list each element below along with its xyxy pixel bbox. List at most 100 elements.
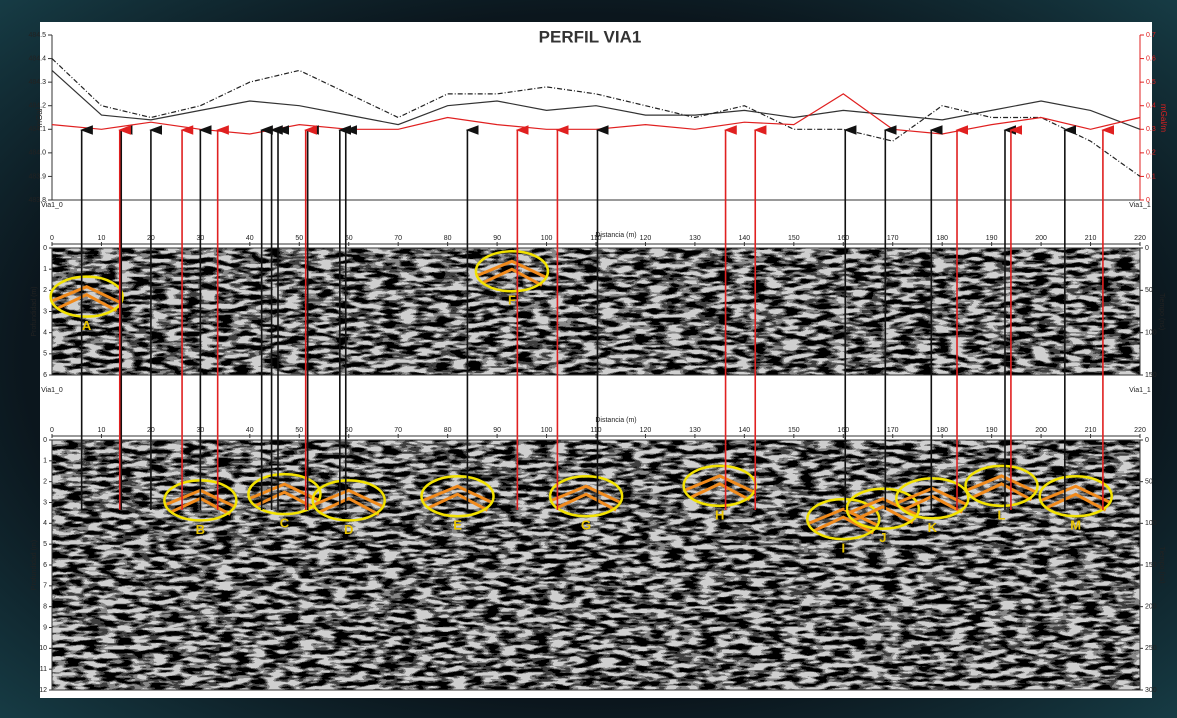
- x-tick-label: 80: [444, 427, 452, 434]
- y2-tick-label: 0.3: [1146, 126, 1156, 133]
- y-tick-label: 12: [39, 687, 47, 694]
- y-tick-label: 5: [43, 541, 47, 548]
- y-tick-label: 484.3: [28, 79, 46, 86]
- y-tick-label: 483.9: [28, 173, 46, 180]
- y2-axis-label: mGal/m: [1159, 104, 1168, 132]
- y2-tick-label: 0.4: [1146, 103, 1156, 110]
- x-tick-label: 100: [541, 427, 553, 434]
- x-tick-label: 70: [394, 427, 402, 434]
- y-tick-label: 0: [43, 245, 47, 252]
- x-tick-label: 0: [50, 427, 54, 434]
- anomaly-label: I: [841, 541, 845, 556]
- figure: PERFIL VIA1 mGal mGal/m 483.8483.9484.04…: [0, 0, 1177, 718]
- x-tick-label: 170: [887, 235, 899, 242]
- y2-tick-label: 0: [1145, 437, 1149, 444]
- x-tick-label: 110: [590, 235, 601, 242]
- y-tick-label: 4: [43, 520, 47, 527]
- x-tick-label: 220: [1134, 427, 1146, 434]
- y2-tick-label: 250: [1145, 645, 1157, 652]
- x-tick-label: 180: [936, 427, 948, 434]
- x-tick-label: 190: [986, 427, 998, 434]
- anomaly-label: J: [879, 530, 886, 545]
- anomaly-label: F: [508, 293, 516, 308]
- station-label: Via1_1: [1129, 202, 1151, 209]
- x-tick-label: 200: [1035, 235, 1047, 242]
- y-tick-label: 4: [43, 330, 47, 337]
- y-tick-label: 8: [43, 604, 47, 611]
- anomaly-label: A: [82, 318, 92, 333]
- station-label: Via1_0: [41, 202, 63, 209]
- y-tick-label: 484.0: [28, 150, 46, 157]
- y-tick-label: 484.1: [28, 126, 46, 133]
- y-axis-label: Profundidad (m): [31, 286, 38, 336]
- y-tick-label: 484.5: [28, 32, 46, 39]
- x-tick-label: 10: [98, 427, 106, 434]
- anomaly-label: D: [344, 522, 353, 537]
- x-tick-label: 130: [689, 427, 701, 434]
- y-tick-label: 484.2: [28, 103, 46, 110]
- x-tick-label: 200: [1035, 427, 1047, 434]
- x-tick-label: 90: [493, 235, 501, 242]
- y-tick-label: 484.4: [28, 55, 46, 62]
- y2-tick-label: 50: [1145, 287, 1153, 294]
- x-tick-label: 90: [493, 427, 501, 434]
- x-tick-label: 170: [887, 427, 899, 434]
- y-tick-label: 0: [43, 437, 47, 444]
- y-tick-label: 1: [43, 266, 47, 273]
- x-tick-label: 120: [640, 427, 652, 434]
- y-tick-label: 10: [39, 645, 47, 652]
- y2-tick-label: 300: [1145, 687, 1157, 694]
- y-tick-label: 2: [43, 287, 47, 294]
- x-tick-label: 180: [936, 235, 948, 242]
- y-tick-label: 2: [43, 479, 47, 486]
- y-tick-label: 5: [43, 351, 47, 358]
- y2-tick-label: 100: [1145, 520, 1157, 527]
- x-axis-label: Distancia (m): [595, 417, 636, 424]
- x-tick-label: 10: [98, 235, 106, 242]
- y2-tick-label: 200: [1145, 604, 1157, 611]
- y-axis-label: Profundidad (m): [31, 540, 38, 590]
- y-tick-label: 6: [43, 562, 47, 569]
- x-tick-label: 50: [295, 235, 303, 242]
- page: {"chart_data":[ {"type":"line","title":"…: [0, 0, 1177, 718]
- y2-tick-label: 150: [1145, 372, 1157, 379]
- anomaly-label: B: [196, 522, 205, 537]
- x-tick-label: 160: [837, 427, 849, 434]
- y-tick-label: 9: [43, 624, 47, 631]
- y2-tick-label: 50: [1145, 479, 1153, 486]
- x-tick-label: 140: [739, 427, 751, 434]
- y2-tick-label: 0.7: [1146, 32, 1156, 39]
- x-tick-label: 160: [837, 235, 849, 242]
- y2-tick-label: 100: [1145, 330, 1157, 337]
- x-tick-label: 80: [444, 235, 452, 242]
- x-tick-label: 50: [295, 427, 303, 434]
- x-tick-label: 100: [541, 235, 553, 242]
- x-tick-label: 40: [246, 427, 254, 434]
- x-tick-label: 150: [788, 427, 800, 434]
- anomaly-label: G: [581, 518, 591, 533]
- radargram-texture: [52, 248, 1140, 375]
- y-tick-label: 1: [43, 458, 47, 465]
- x-tick-label: 220: [1134, 235, 1146, 242]
- x-tick-label: 40: [246, 235, 254, 242]
- y2-axis-label: Tiempo (ns): [1158, 546, 1165, 583]
- anomaly-label: E: [453, 518, 462, 533]
- x-tick-label: 70: [394, 235, 402, 242]
- anomaly-label: H: [715, 507, 724, 522]
- y-axis-label: mGal: [35, 108, 44, 127]
- anomaly-label: M: [1070, 518, 1081, 533]
- y-tick-label: 3: [43, 499, 47, 506]
- y-tick-label: 11: [40, 666, 47, 673]
- y2-tick-label: 0: [1145, 245, 1149, 252]
- y2-tick-label: 150: [1145, 562, 1157, 569]
- x-tick-label: 0: [50, 235, 54, 242]
- chart-title: PERFIL VIA1: [539, 27, 642, 46]
- anomaly-label: K: [928, 520, 938, 535]
- y2-tick-label: 0.1: [1146, 173, 1156, 180]
- x-tick-label: 130: [689, 235, 701, 242]
- station-label: Via1_1: [1129, 387, 1151, 394]
- x-tick-label: 120: [640, 235, 652, 242]
- x-tick-label: 140: [739, 235, 751, 242]
- x-tick-label: 150: [788, 235, 800, 242]
- y2-axis-label: Tiempo (ns): [1158, 293, 1165, 330]
